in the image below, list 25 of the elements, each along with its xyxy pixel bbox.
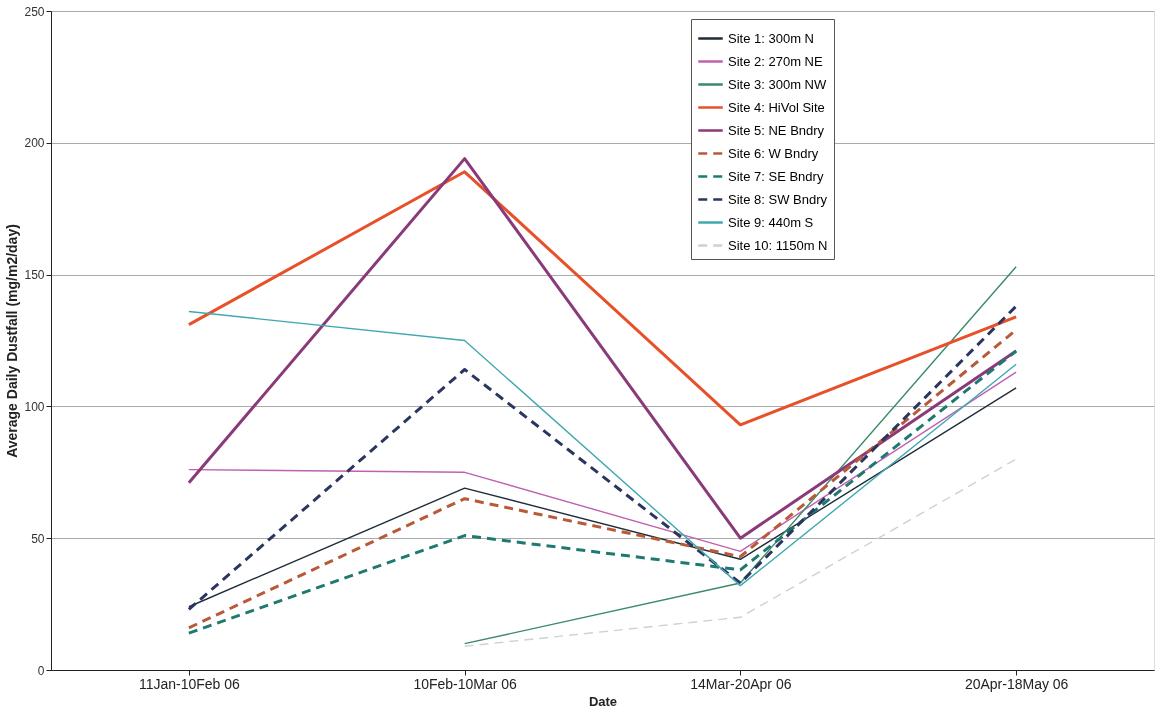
- legend-label: Site 6: W Bndry: [728, 145, 819, 161]
- legend-label: Site 7: SE Bndry: [728, 168, 824, 184]
- x-axis-title: Date: [588, 693, 618, 709]
- x-tick-label: 14Mar-20Apr 06: [690, 675, 792, 692]
- y-tick-label: 50: [31, 531, 45, 546]
- line-series: [188, 387, 1017, 608]
- x-tick-label: 10Feb-10Mar 06: [413, 675, 518, 692]
- y-tick-label: 200: [24, 136, 45, 151]
- y-tick-label: 150: [24, 268, 45, 283]
- legend-label: Site 3: 300m NW: [728, 76, 827, 92]
- x-tick-label: 11Jan-10Feb 06: [138, 675, 241, 692]
- line-series: [188, 371, 1017, 553]
- y-tick-label: 0: [37, 663, 45, 678]
- legend-label: Site 10: 1150m N: [728, 237, 828, 253]
- legend-label: Site 8: SW Bndry: [728, 191, 828, 207]
- legend-label: Site 2: 270m NE: [728, 53, 823, 69]
- y-tick-label: 250: [24, 4, 45, 19]
- line-series: [187, 170, 1018, 427]
- legend-label: Site 4: HiVol Site: [728, 99, 825, 115]
- legend-label: Site 5: NE Bndry: [728, 122, 825, 138]
- legend-label: Site 9: 440m S: [728, 214, 814, 230]
- legend-label: Site 1: 300m N: [728, 30, 814, 46]
- y-tick-label: 100: [24, 399, 45, 414]
- y-axis-title: Average Daily Dustfall (mg/m2/day): [4, 224, 21, 458]
- x-tick-label: 20Apr-18May 06: [964, 675, 1069, 692]
